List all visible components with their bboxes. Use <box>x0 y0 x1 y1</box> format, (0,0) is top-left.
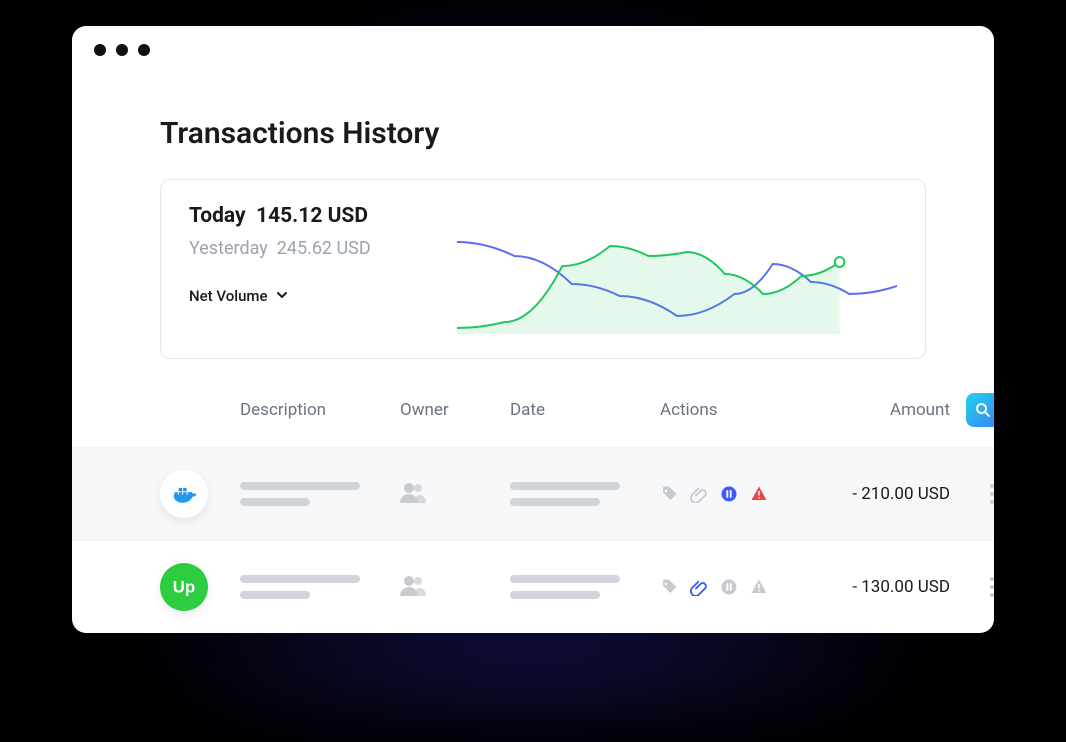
owner-icon <box>400 574 510 600</box>
col-description: Description <box>240 400 400 420</box>
row-actions <box>660 578 810 596</box>
description-placeholder <box>240 575 400 599</box>
summary-chart <box>457 204 897 334</box>
owner-icon <box>400 481 510 507</box>
pause-icon[interactable] <box>720 485 738 503</box>
page-title: Transactions History <box>160 116 926 151</box>
metric-dropdown[interactable]: Net Volume <box>189 287 288 305</box>
row-menu-button[interactable] <box>984 571 994 603</box>
upwork-icon: Up <box>169 572 199 602</box>
yesterday-value: 245.62 USD <box>277 238 371 259</box>
attachment-icon[interactable] <box>690 485 708 503</box>
window-dot[interactable] <box>138 44 150 56</box>
brand-badge-docker <box>160 470 208 518</box>
table-header: Description Owner Date Actions Amount <box>160 383 926 447</box>
docker-icon <box>170 480 198 508</box>
today-summary: Today 145.12 USD <box>189 204 429 228</box>
warning-icon[interactable] <box>750 578 768 596</box>
window-dot[interactable] <box>94 44 106 56</box>
col-amount: Amount <box>810 400 950 420</box>
chevron-down-icon <box>276 287 288 305</box>
svg-text:Up: Up <box>173 578 195 597</box>
row-actions <box>660 485 810 503</box>
app-window: Transactions History Today 145.12 USD Ye… <box>72 26 994 633</box>
yesterday-summary: Yesterday 245.62 USD <box>189 238 429 259</box>
search-icon <box>974 401 992 419</box>
description-placeholder <box>240 482 400 506</box>
tag-icon[interactable] <box>660 485 678 503</box>
col-date: Date <box>510 400 660 420</box>
tag-icon[interactable] <box>660 578 678 596</box>
row-menu-button[interactable] <box>984 478 994 510</box>
table-row: - 210.00 USD <box>72 447 994 540</box>
brand-badge-upwork: Up <box>160 563 208 611</box>
yesterday-label: Yesterday <box>189 238 268 259</box>
date-placeholder <box>510 482 660 506</box>
search-button[interactable] <box>966 393 994 427</box>
window-dot[interactable] <box>116 44 128 56</box>
table-row: Up - 130.00 USD <box>72 540 994 633</box>
row-amount: - 130.00 USD <box>810 577 950 597</box>
window-titlebar <box>72 26 994 74</box>
date-placeholder <box>510 575 660 599</box>
pause-icon[interactable] <box>720 578 738 596</box>
row-amount: - 210.00 USD <box>810 484 950 504</box>
col-owner: Owner <box>400 400 510 420</box>
attachment-icon[interactable] <box>690 578 708 596</box>
warning-icon[interactable] <box>750 485 768 503</box>
metric-label: Net Volume <box>189 287 268 305</box>
today-value: 145.12 USD <box>256 204 368 228</box>
col-actions: Actions <box>660 400 810 420</box>
today-label: Today <box>189 204 246 228</box>
summary-card: Today 145.12 USD Yesterday 245.62 USD Ne… <box>160 179 926 359</box>
